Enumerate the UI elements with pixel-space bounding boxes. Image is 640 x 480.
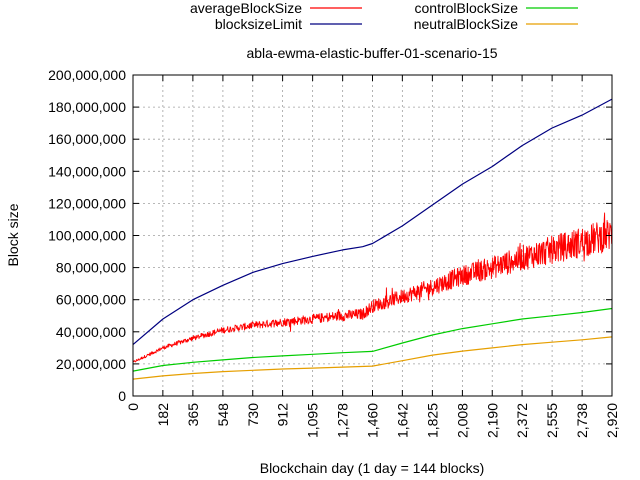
x-tick-label: 1,278 — [335, 403, 351, 438]
y-tick-label: 0 — [118, 388, 126, 404]
legend-label-averageBlockSize: averageBlockSize — [190, 0, 302, 16]
x-tick-label: 0 — [125, 403, 141, 411]
y-tick-label: 200,000,000 — [48, 67, 126, 83]
y-tick-label: 140,000,000 — [48, 163, 126, 179]
series-line-averageBlockSize — [132, 212, 613, 363]
y-tick-label: 20,000,000 — [56, 356, 126, 372]
y-axis-label: Block size — [5, 203, 21, 266]
x-tick-label: 2,920 — [604, 403, 620, 438]
series-line-controlBlockSize — [132, 307, 613, 372]
x-axis: 0 182 365 548 730 912 1,095 1,278 1,460 1,642 1,82… — [125, 75, 620, 438]
legend-label-controlBlockSize: controlBlockSize — [415, 0, 519, 16]
x-tick-label: 2,738 — [574, 403, 590, 438]
y-tick-label: 80,000,000 — [56, 260, 126, 276]
series-layer — [132, 98, 613, 380]
legend-label-blocksizeLimit: blocksizeLimit — [215, 16, 302, 32]
series-line-neutralBlockSize — [132, 336, 613, 380]
y-tick-label: 180,000,000 — [48, 99, 126, 115]
x-tick-label: 730 — [245, 403, 261, 427]
series-line-blocksizeLimit — [132, 98, 613, 346]
y-tick-label: 120,000,000 — [48, 195, 126, 211]
x-tick-label: 2,190 — [484, 403, 500, 438]
chart-title: abla-ewma-elastic-buffer-01-scenario-15 — [246, 45, 497, 61]
legend-label-neutralBlockSize: neutralBlockSize — [414, 16, 518, 32]
x-axis-label: Blockchain day (1 day = 144 blocks) — [260, 460, 485, 476]
y-tick-label: 60,000,000 — [56, 292, 126, 308]
x-tick-label: 2,555 — [544, 403, 560, 438]
x-tick-label: 548 — [215, 403, 231, 427]
grid — [133, 75, 612, 396]
x-tick-label: 2,008 — [454, 403, 470, 438]
x-tick-label: 2,372 — [514, 403, 530, 438]
x-tick-label: 1,642 — [394, 403, 410, 438]
x-tick-label: 1,095 — [305, 403, 321, 438]
y-tick-label: 100,000,000 — [48, 228, 126, 244]
x-tick-label: 365 — [185, 403, 201, 427]
y-tick-label: 40,000,000 — [56, 324, 126, 340]
x-tick-label: 912 — [275, 403, 291, 427]
y-axis: 0 20,000,000 40,000,000 60,000,000 80,000,00… — [48, 67, 612, 404]
x-tick-label: 1,825 — [424, 403, 440, 438]
y-tick-label: 160,000,000 — [48, 131, 126, 147]
x-tick-label: 1,460 — [365, 403, 381, 438]
x-tick-label: 182 — [155, 403, 171, 427]
